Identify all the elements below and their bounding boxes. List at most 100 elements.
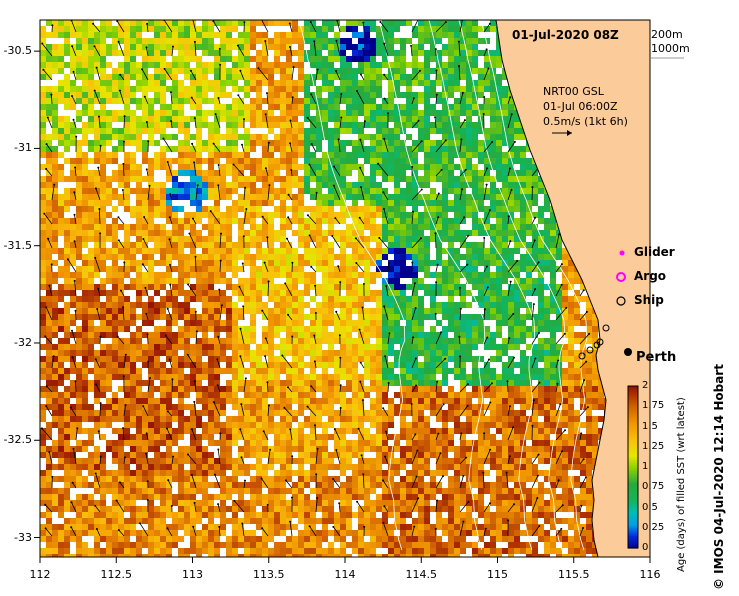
sst-cell	[424, 248, 430, 254]
sst-cell	[274, 260, 280, 266]
sst-cell	[448, 350, 454, 356]
sst-cell	[322, 380, 328, 386]
sst-cell	[352, 410, 358, 416]
sst-cell	[322, 362, 328, 368]
sst-cell	[184, 224, 190, 230]
sst-cell	[274, 374, 280, 380]
sst-cell	[52, 290, 58, 296]
sst-cell	[382, 50, 388, 56]
sst-cell	[568, 260, 574, 266]
sst-cell	[298, 74, 304, 80]
sst-cell	[178, 218, 184, 224]
sst-cell	[184, 332, 190, 338]
sst-cell	[40, 38, 46, 44]
sst-cell	[430, 368, 436, 374]
sst-cell	[496, 380, 502, 386]
sst-cell	[484, 50, 490, 56]
sst-cell	[442, 50, 448, 56]
sst-cell	[52, 374, 58, 380]
sst-cell	[178, 122, 184, 128]
sst-cell	[352, 302, 358, 308]
sst-cell	[454, 356, 460, 362]
sst-cell	[184, 218, 190, 224]
sst-cell	[472, 134, 478, 140]
sst-cell	[478, 368, 484, 374]
sst-cell	[370, 212, 376, 218]
sst-cell	[250, 218, 256, 224]
sst-cell	[292, 80, 298, 86]
sst-cell	[280, 320, 286, 326]
sst-cell	[304, 236, 310, 242]
sst-cell	[430, 68, 436, 74]
sst-cell	[442, 212, 448, 218]
sst-cell	[316, 308, 322, 314]
sst-cell	[220, 92, 226, 98]
sst-cell	[202, 296, 208, 302]
sst-cell	[484, 134, 490, 140]
sst-cell	[82, 260, 88, 266]
sst-cell	[544, 206, 550, 212]
sst-cell	[220, 410, 226, 416]
sst-cell	[58, 176, 64, 182]
sst-cell	[70, 302, 76, 308]
sst-cell	[520, 242, 526, 248]
sst-cell	[148, 248, 154, 254]
sst-cell	[88, 368, 94, 374]
sst-cell	[568, 392, 574, 398]
sst-cell	[340, 248, 346, 254]
sst-cell	[190, 308, 196, 314]
sst-cell	[412, 416, 418, 422]
sst-cell	[136, 344, 142, 350]
sst-cell	[382, 344, 388, 350]
sst-cell	[472, 368, 478, 374]
sst-cell	[394, 158, 400, 164]
sst-cell	[418, 308, 424, 314]
sst-cell	[526, 284, 532, 290]
sst-cell	[280, 416, 286, 422]
sst-cell	[136, 272, 142, 278]
sst-cell	[196, 146, 202, 152]
sst-cell	[148, 230, 154, 236]
sst-cell	[334, 128, 340, 134]
sst-cell	[352, 356, 358, 362]
sst-cell	[484, 404, 490, 410]
sst-cell	[76, 266, 82, 272]
sst-cell	[496, 272, 502, 278]
sst-cell	[148, 422, 154, 428]
sst-cell	[478, 74, 484, 80]
sst-cell	[256, 230, 262, 236]
sst-cell	[94, 380, 100, 386]
sst-cell	[232, 350, 238, 356]
sst-cell	[214, 140, 220, 146]
sst-cell	[586, 296, 592, 302]
sst-cell	[370, 134, 376, 140]
sst-cell	[262, 314, 268, 320]
sst-cell	[76, 32, 82, 38]
sst-cell	[154, 56, 160, 62]
sst-cell	[106, 122, 112, 128]
sst-cell	[58, 200, 64, 206]
sst-cell	[130, 20, 136, 26]
sst-cell	[136, 326, 142, 332]
sst-cell	[100, 68, 106, 74]
sst-cell	[460, 104, 466, 110]
sst-cell	[460, 194, 466, 200]
sst-cell	[124, 104, 130, 110]
sst-cell	[142, 128, 148, 134]
sst-cell	[508, 104, 514, 110]
sst-cell	[364, 122, 370, 128]
sst-cell	[430, 80, 436, 86]
sst-cell	[388, 62, 394, 68]
sst-cell	[76, 386, 82, 392]
sst-cell	[388, 338, 394, 344]
sst-cell	[70, 242, 76, 248]
sst-cell	[178, 326, 184, 332]
sst-cell	[178, 98, 184, 104]
sst-cell	[196, 128, 202, 134]
sst-cell	[100, 410, 106, 416]
sst-cell	[196, 314, 202, 320]
sst-cell	[526, 194, 532, 200]
sst-cell	[94, 284, 100, 290]
sst-cell	[316, 188, 322, 194]
sst-cell	[508, 326, 514, 332]
